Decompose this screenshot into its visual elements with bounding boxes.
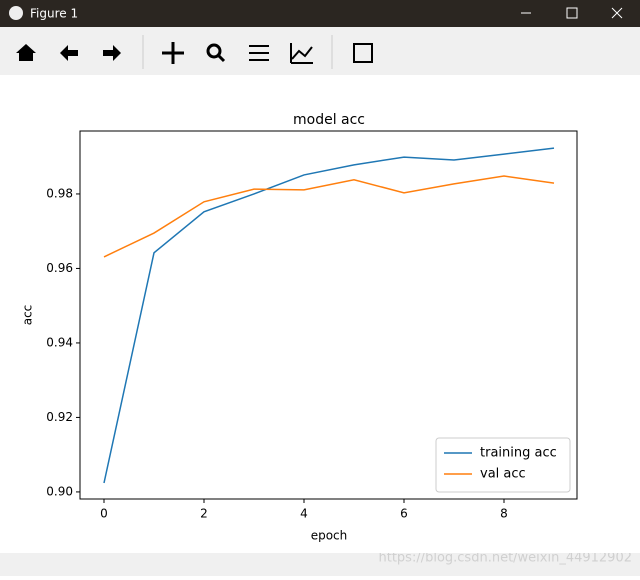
app-icon <box>9 6 23 20</box>
back-button[interactable] <box>60 45 78 61</box>
chart: model acc epoch acc 0.90 0.92 0.94 0.96 0.98… <box>21 112 578 543</box>
edit-axes-button[interactable] <box>290 43 313 64</box>
pan-button[interactable] <box>162 42 184 64</box>
y-axis-label: acc <box>21 305 35 326</box>
zoom-button[interactable] <box>206 43 226 63</box>
close-button[interactable] <box>611 7 623 19</box>
data-line <box>103 147 555 484</box>
y-tick-label: 0.92 <box>46 410 73 424</box>
data-line <box>103 175 555 258</box>
legend-label: training acc <box>480 446 557 461</box>
title-bar-graphics: Figure 1 <box>9 6 623 21</box>
legend-label: val acc <box>480 467 526 482</box>
status-bar: https://blog.csdn.net/weixin_44912902 <box>0 551 640 576</box>
forward-button[interactable] <box>103 45 121 61</box>
toolbar-icons <box>16 35 373 69</box>
x-tick-label: 4 <box>300 507 308 521</box>
configure-button[interactable] <box>249 45 269 61</box>
toolbar <box>0 27 640 75</box>
y-tick-label: 0.94 <box>46 335 73 349</box>
x-tick-label: 2 <box>200 507 208 521</box>
x-tick-label: 8 <box>500 507 508 521</box>
watermark: https://blog.csdn.net/weixin_44912902 <box>378 553 632 566</box>
x-tick-label: 6 <box>400 507 408 521</box>
x-tick-label: 0 <box>100 507 108 521</box>
plot-frame <box>79 130 578 500</box>
maximize-button[interactable] <box>566 7 578 19</box>
legend-box <box>435 437 571 493</box>
save-button[interactable] <box>353 43 373 63</box>
x-axis-label: epoch <box>311 529 348 543</box>
y-tick-label: 0.96 <box>46 261 73 275</box>
status-graphics: https://blog.csdn.net/weixin_44912902 <box>378 551 632 566</box>
home-button[interactable] <box>16 44 36 61</box>
title-bar: Figure 1 <box>0 0 640 27</box>
y-tick-label: 0.98 <box>46 186 73 200</box>
chart-title: model acc <box>293 112 365 128</box>
y-tick-label: 0.90 <box>46 484 73 498</box>
window-title: Figure 1 <box>30 7 78 21</box>
